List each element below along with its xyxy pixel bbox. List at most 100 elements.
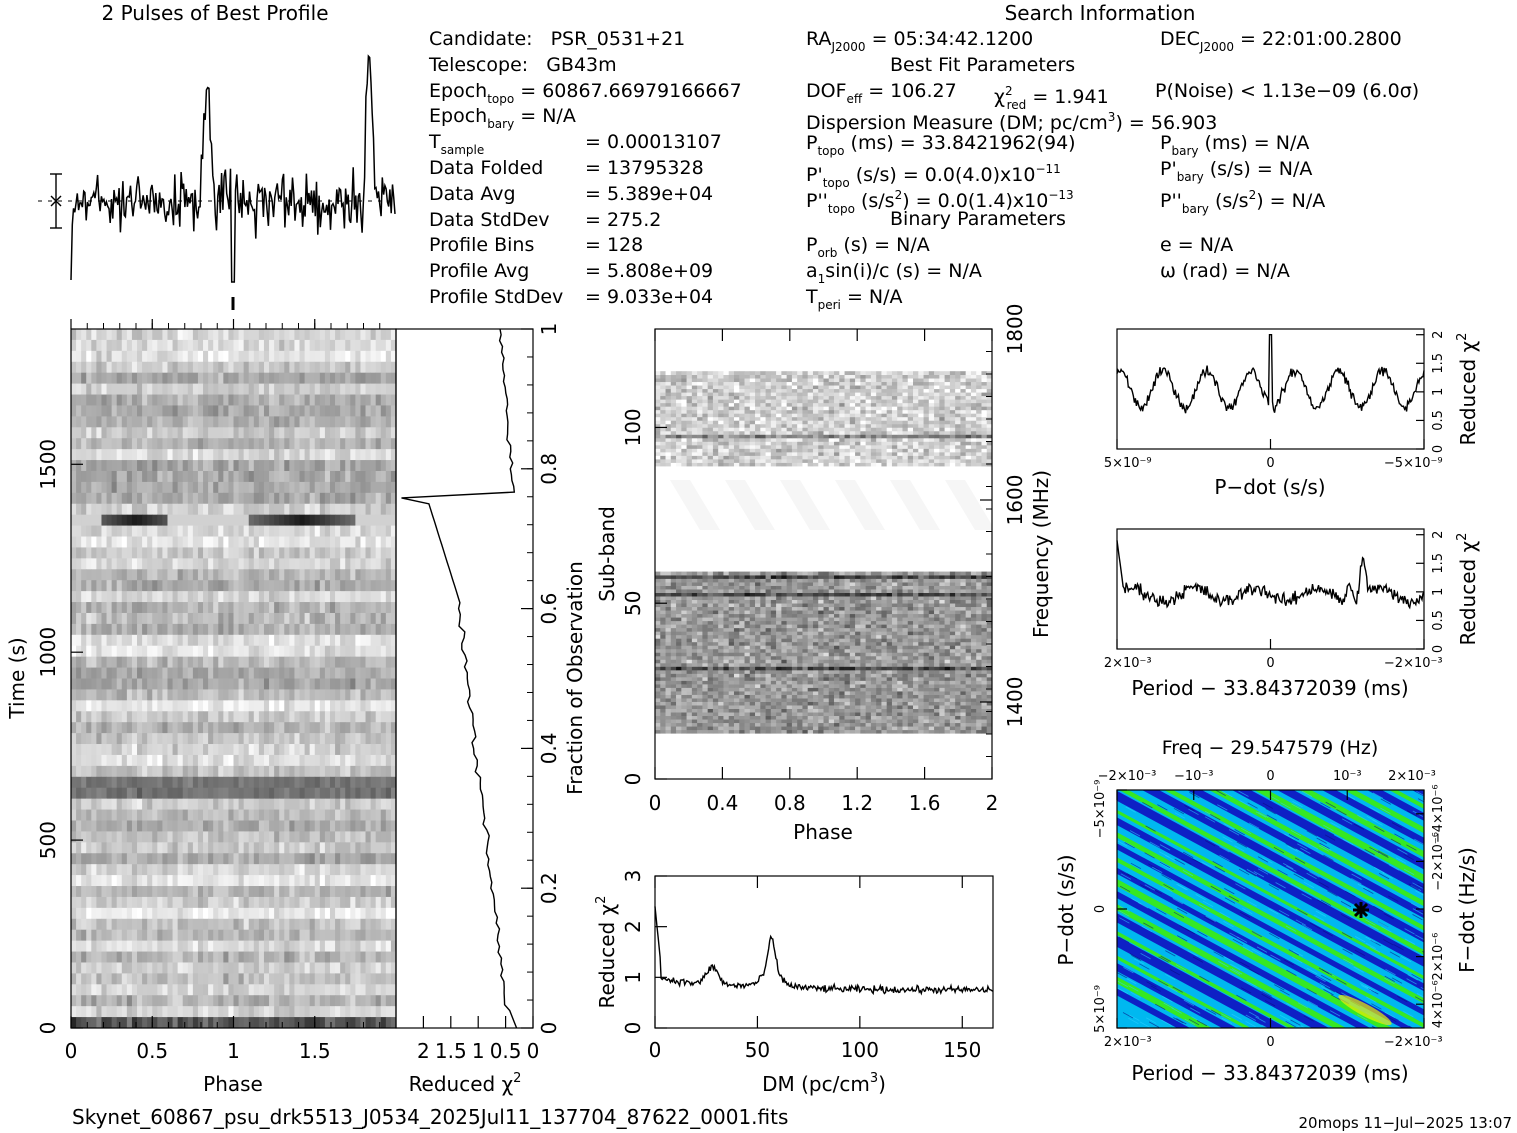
time-phase-cell	[192, 623, 199, 636]
time-phase-cell	[106, 569, 113, 581]
time-phase-cell	[329, 842, 336, 854]
subband-cell	[755, 719, 761, 724]
time-phase-cell	[365, 1017, 372, 1028]
time-phase-cell	[96, 886, 102, 898]
time-phase-cell	[131, 787, 138, 800]
time-phase-cell	[385, 623, 392, 636]
time-phase-cell	[263, 591, 270, 603]
time-phase-cell	[162, 427, 168, 439]
time-phase-cell	[218, 907, 224, 920]
time-phase-cell	[121, 612, 128, 625]
time-phase-cell	[116, 481, 123, 494]
time-phase-cell	[152, 940, 158, 952]
time-phase-cell	[218, 394, 224, 406]
time-phase-cell	[375, 951, 382, 963]
time-phase-cell	[319, 569, 326, 581]
time-phase-cell	[228, 776, 234, 789]
subband-cell	[844, 698, 851, 702]
time-phase-cell	[177, 558, 184, 570]
time-phase-cell	[238, 765, 245, 778]
time-phase-cell	[76, 711, 82, 723]
y-tick-label: 0	[36, 1022, 60, 1035]
time-phase-cell	[157, 918, 163, 931]
time-phase-cell	[157, 394, 163, 406]
time-phase-cell	[350, 886, 356, 898]
time-phase-cell	[390, 667, 396, 679]
time-phase-cell	[248, 591, 255, 603]
time-phase-cell	[355, 984, 361, 996]
time-phase-cell	[385, 416, 392, 428]
time-phase-cell	[208, 547, 214, 559]
time-phase-cell	[182, 591, 189, 603]
time-phase-cell	[238, 547, 245, 559]
time-phase-cell	[213, 372, 219, 385]
time-phase-cell	[177, 383, 184, 395]
time-phase-cell	[157, 700, 163, 712]
time-phase-cell	[106, 612, 113, 625]
time-phase-cell	[152, 918, 158, 931]
time-phase-cell	[187, 776, 194, 789]
time-phase-cell	[86, 918, 92, 931]
time-phase-cell	[350, 438, 356, 450]
time-phase-cell	[91, 481, 97, 494]
time-phase-cell	[76, 700, 82, 712]
time-phase-cell	[243, 416, 250, 428]
time-phase-cell	[269, 962, 275, 974]
time-phase-cell	[86, 744, 92, 756]
time-phase-cell	[258, 886, 265, 898]
time-phase-cell	[223, 864, 229, 876]
subband-cell	[765, 729, 772, 734]
time-phase-cell	[294, 853, 300, 865]
time-phase-cell	[157, 361, 163, 374]
time-phase-cell	[279, 962, 285, 974]
time-phase-cell	[304, 907, 311, 920]
time-phase-cell	[81, 623, 87, 636]
time-phase-cell	[197, 591, 204, 603]
time-phase-cell	[284, 569, 290, 581]
time-phase-cell	[197, 896, 204, 909]
time-phase-cell	[223, 798, 229, 810]
time-phase-cell	[248, 984, 255, 996]
time-phase-cell	[274, 558, 280, 570]
time-phase-cell	[238, 831, 245, 843]
time-phase-cell	[380, 689, 387, 701]
time-phase-cell	[147, 470, 153, 483]
subband-cell	[755, 729, 761, 734]
time-phase-cell	[121, 689, 128, 701]
time-phase-cell	[243, 405, 250, 417]
time-phase-cell	[101, 929, 107, 942]
time-phase-cell	[76, 602, 82, 614]
time-phase-cell	[147, 634, 153, 647]
time-phase-cell	[380, 820, 387, 832]
time-phase-cell	[116, 787, 123, 800]
time-phase-cell	[213, 962, 219, 974]
time-phase-cell	[335, 831, 341, 843]
time-phase-cell	[106, 634, 113, 647]
time-phase-cell	[335, 372, 341, 385]
time-phase-cell	[263, 864, 270, 876]
time-phase-cell	[96, 853, 102, 865]
subband-cell	[707, 719, 714, 724]
subband-cell	[918, 719, 924, 724]
time-phase-cell	[279, 733, 285, 745]
time-phase-cell	[304, 383, 311, 395]
time-phase-cell	[360, 372, 366, 385]
time-phase-cell	[350, 896, 356, 909]
time-phase-cell	[340, 536, 346, 548]
time-phase-cell	[172, 896, 179, 909]
subband-cell	[760, 698, 766, 702]
time-phase-cell	[223, 973, 229, 985]
time-phase-cell	[182, 820, 189, 832]
subband-cell	[744, 719, 751, 724]
subband-cell	[723, 708, 730, 713]
time-phase-cell	[177, 602, 184, 614]
time-phase-cell	[228, 602, 234, 614]
time-phase-cell	[177, 536, 184, 548]
time-phase-cell	[248, 1006, 255, 1018]
time-phase-cell	[228, 438, 234, 450]
time-phase-cell	[390, 711, 396, 723]
time-phase-cell	[299, 907, 305, 920]
subband-cell	[981, 708, 988, 713]
time-phase-cell	[137, 820, 143, 832]
time-phase-cell	[380, 394, 387, 406]
